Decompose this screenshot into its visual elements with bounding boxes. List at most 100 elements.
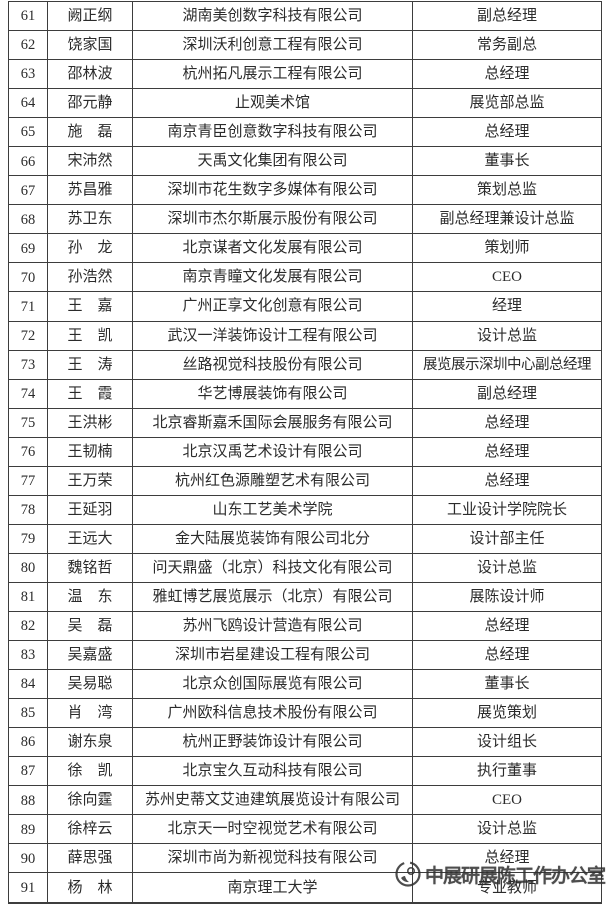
cell-company: 深圳市杰尔斯展示股份有限公司	[133, 205, 413, 234]
cell-company: 苏州史蒂文艾迪建筑展览设计有限公司	[133, 786, 413, 815]
cell-row-number: 89	[9, 815, 48, 844]
table-row: 70 孙浩然 南京青瞳文化发展有限公司 CEO	[9, 263, 601, 293]
table-row: 80 魏铭哲 问天鼎盛（北京）科技文化有限公司 设计总监	[9, 553, 601, 583]
cell-company: 苏州飞鸥设计营造有限公司	[133, 611, 413, 641]
cell-company: 北京天一时空视觉艺术有限公司	[133, 815, 413, 844]
table-row: 73 王 涛 丝路视觉科技股份有限公司 展览展示深圳中心副总经理	[9, 350, 601, 380]
cell-company: 止观美术馆	[133, 89, 413, 118]
cell-job-title: CEO	[492, 269, 522, 286]
cell-person-name: 徐梓云	[48, 815, 133, 844]
cell-job-title: CEO	[492, 792, 522, 809]
cell-row-number: 73	[9, 350, 48, 379]
table-row: 87 徐 凯 北京宝久互动科技有限公司 执行董事	[9, 757, 601, 787]
cell-company: 杭州红色源雕塑艺术有限公司	[133, 466, 413, 495]
cell-job-title: 设计总监	[476, 327, 537, 344]
cell-company: 杭州拓凡展示工程有限公司	[133, 60, 413, 89]
cell-job-title: 副总经理兼设计总监	[439, 211, 575, 228]
cell-job-title: 董事长	[484, 676, 530, 693]
cell-person-name: 温 东	[48, 582, 133, 611]
cell-company: 雅虹博艺展览展示（北京）有限公司	[133, 582, 413, 611]
cell-company: 杭州正野装饰设计有限公司	[133, 728, 413, 757]
table-row: 85 肖 湾 广州欧科信息技术股份有限公司 展览策划	[9, 699, 601, 729]
cell-row-number: 63	[9, 60, 48, 89]
table-row: 72 王 凯 武汉一洋装饰设计工程有限公司 设计总监	[9, 321, 601, 351]
cell-job-title: 副总经理	[476, 8, 537, 25]
table-row: 83 吴嘉盛 深圳市岩星建设工程有限公司 总经理	[9, 641, 601, 671]
table-row: 79 王远大 金大陆展览装饰有限公司北分 设计部主任	[9, 524, 601, 554]
table-row: 63 邵林波 杭州拓凡展示工程有限公司 总经理	[9, 60, 601, 90]
cell-job-title: 设计组长	[476, 734, 537, 751]
cell-job-title: 专业教师	[476, 879, 537, 896]
cell-row-number: 86	[9, 728, 48, 757]
cell-person-name: 王延羽	[48, 495, 133, 524]
cell-company: 深圳市岩星建设工程有限公司	[133, 641, 413, 670]
cell-row-number: 85	[9, 699, 48, 728]
cell-row-number: 62	[9, 31, 48, 60]
cell-row-number: 91	[9, 873, 48, 903]
cell-company: 北京众创国际展览有限公司	[133, 670, 413, 699]
cell-job-title: 经理	[491, 298, 522, 315]
cell-person-name: 施 磊	[48, 118, 133, 147]
cell-company: 北京睿斯嘉禾国际会展服务有限公司	[133, 408, 413, 437]
cell-company: 广州欧科信息技术股份有限公司	[133, 699, 413, 728]
cell-person-name: 魏铭哲	[48, 553, 133, 582]
cell-person-name: 邵元静	[48, 89, 133, 118]
cell-person-name: 饶家国	[48, 31, 133, 60]
table-row: 82 吴 磊 苏州飞鸥设计营造有限公司 总经理	[9, 611, 601, 642]
cell-row-number: 88	[9, 786, 48, 815]
table-row: 91 杨 林 南京理工大学 专业教师	[9, 873, 601, 903]
cell-company: 山东工艺美术学院	[133, 495, 413, 524]
table-row: 75 王洪彬 北京睿斯嘉禾国际会展服务有限公司 总经理	[9, 408, 601, 438]
cell-job-title: 策划总监	[476, 182, 537, 199]
cell-person-name: 王 霞	[48, 379, 133, 408]
cell-person-name: 杨 林	[48, 873, 133, 903]
cell-person-name: 王洪彬	[48, 408, 133, 437]
cell-company: 金大陆展览装饰有限公司北分	[133, 524, 413, 553]
watermark-text: 中展研展陈工作办公室	[425, 865, 606, 887]
cell-row-number: 83	[9, 641, 48, 670]
watermark-seal-logo-icon	[395, 861, 421, 887]
cell-company: 天禹文化集团有限公司	[133, 147, 413, 176]
cell-person-name: 王 涛	[48, 350, 133, 379]
table-row: 64 邵元静 止观美术馆 展览部总监	[9, 89, 601, 119]
cell-company: 深圳沃利创意工程有限公司	[133, 31, 413, 60]
cell-company: 南京理工大学	[133, 873, 413, 903]
table-row: 61 阙正纲 湖南美创数字科技有限公司 副总经理	[9, 2, 601, 32]
cell-job-title: 总经理	[484, 472, 530, 489]
table-row: 65 施 磊 南京青臣创意数字科技有限公司 总经理	[9, 118, 601, 148]
cell-row-number: 69	[9, 234, 48, 263]
table-row: 66 宋沛然 天禹文化集团有限公司 董事长	[9, 147, 601, 177]
cell-row-number: 78	[9, 495, 48, 524]
cell-person-name: 阙正纲	[48, 2, 133, 31]
cell-person-name: 苏卫东	[48, 205, 133, 234]
table-row: 88 徐向霆 苏州史蒂文艾迪建筑展览设计有限公司 CEO	[9, 786, 601, 816]
cell-row-number: 66	[9, 147, 48, 176]
cell-row-number: 70	[9, 263, 48, 292]
cell-job-title: 设计部主任	[469, 530, 545, 547]
cell-job-title: 总经理	[484, 618, 530, 634]
cell-row-number: 87	[9, 757, 48, 786]
cell-person-name: 苏昌雅	[48, 176, 133, 205]
cell-row-number: 74	[9, 379, 48, 408]
cell-company: 问天鼎盛（北京）科技文化有限公司	[133, 553, 413, 582]
cell-job-title: 展览策划	[476, 705, 537, 722]
cell-person-name: 王韧楠	[48, 437, 133, 466]
cell-row-number: 90	[9, 844, 48, 873]
cell-row-number: 77	[9, 466, 48, 495]
cell-row-number: 81	[9, 582, 48, 611]
cell-job-title: 副总经理	[476, 385, 537, 402]
cell-company: 深圳市花生数字多媒体有限公司	[133, 176, 413, 205]
cell-row-number: 75	[9, 408, 48, 437]
table-row: 62 饶家国 深圳沃利创意工程有限公司 常务副总	[9, 31, 601, 61]
cell-job-title: 展览部总监	[469, 95, 545, 112]
cell-person-name: 宋沛然	[48, 147, 133, 176]
cell-row-number: 65	[9, 118, 48, 147]
cell-job-title: 展陈设计师	[469, 588, 545, 605]
cell-person-name: 王远大	[48, 524, 133, 553]
cell-person-name: 邵林波	[48, 60, 133, 89]
table-row: 71 王 嘉 广州正享文化创意有限公司 经理	[9, 292, 601, 322]
cell-job-title: 总经理	[484, 414, 530, 431]
cell-person-name: 吴嘉盛	[48, 641, 133, 670]
cell-person-name: 王 凯	[48, 321, 133, 350]
cell-row-number: 82	[9, 611, 48, 641]
